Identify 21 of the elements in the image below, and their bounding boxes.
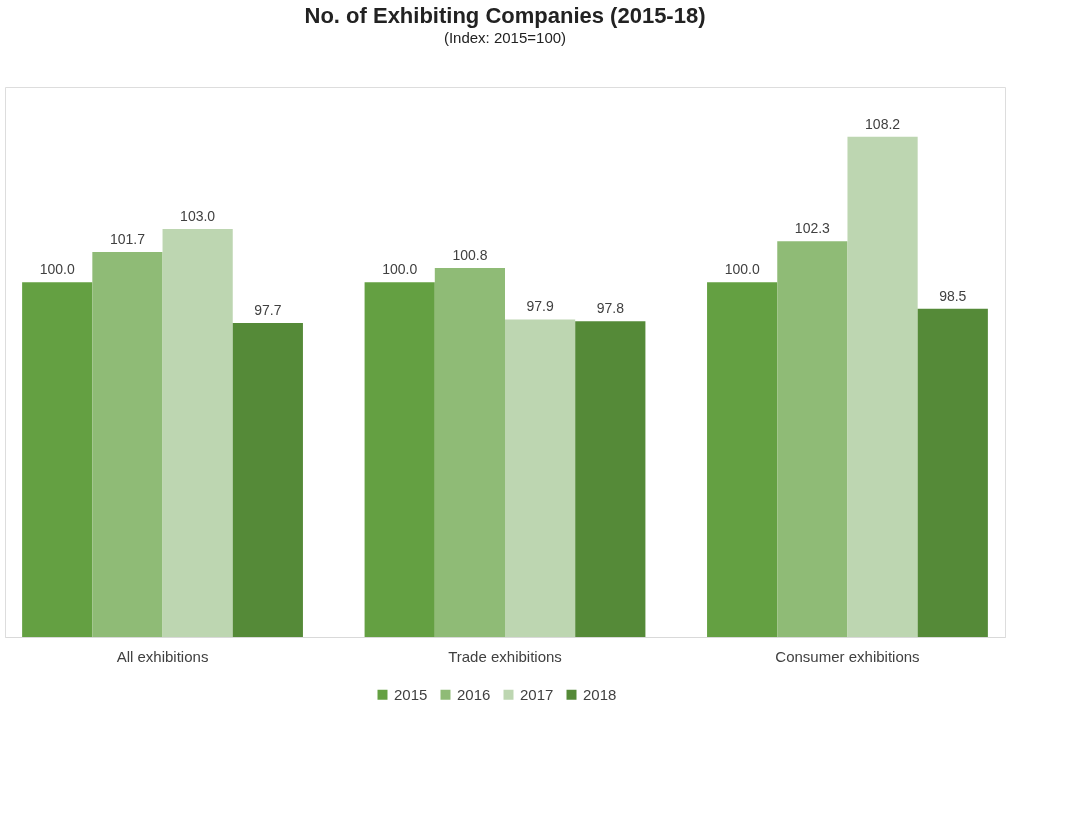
data-label: 100.0 xyxy=(724,261,760,278)
data-label: 97.8 xyxy=(596,300,625,317)
data-label: 97.7 xyxy=(254,301,282,318)
chart-subtitle: (Index: 2015=100) xyxy=(443,29,567,46)
data-label: 100.0 xyxy=(382,261,418,278)
data-label: 102.3 xyxy=(794,220,831,237)
x-tick-label: All exhibitions xyxy=(116,647,209,665)
data-label: 98.5 xyxy=(939,287,967,304)
data-label: 100.0 xyxy=(39,261,75,278)
legend-label: 2015 xyxy=(394,685,428,703)
chart-title: No. of Exhibiting Companies (2015-18) xyxy=(304,3,706,28)
x-tick-label: Consumer exhibitions xyxy=(775,647,920,665)
legend-label: 2017 xyxy=(520,685,554,703)
x-tick-label: Trade exhibitions xyxy=(448,647,562,665)
data-label: 103.0 xyxy=(180,207,216,224)
data-label: 108.2 xyxy=(865,115,901,132)
legend-label: 2016 xyxy=(457,685,491,703)
data-label: 97.9 xyxy=(526,298,554,315)
legend-label: 2018 xyxy=(583,685,617,703)
data-label: 100.8 xyxy=(452,246,488,263)
data-label: 101.7 xyxy=(109,231,146,247)
